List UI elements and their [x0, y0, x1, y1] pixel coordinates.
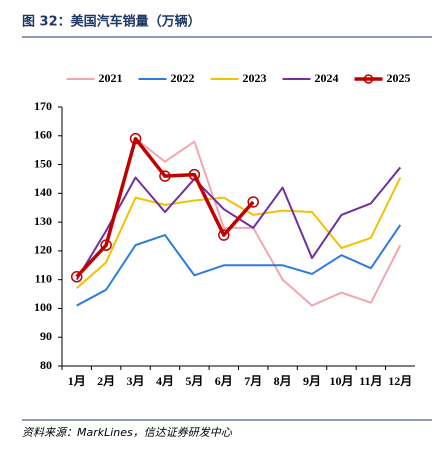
x-tick-label: 12月: [388, 374, 412, 388]
y-tick-label: 90: [40, 329, 52, 343]
point-marker: [218, 229, 230, 241]
point-marker: [70, 271, 83, 283]
x-tick-label: 11月: [359, 374, 382, 388]
legend-label: 2021: [99, 71, 123, 85]
y-tick-label: 160: [34, 128, 52, 142]
x-tick-label: 8月: [274, 374, 292, 388]
y-tick-label: 140: [34, 185, 52, 199]
legend-label: 2023: [243, 71, 267, 85]
legend-label: 2022: [171, 71, 195, 85]
point-marker: [100, 239, 112, 251]
x-tick-label: 5月: [185, 374, 203, 388]
legend-marker: [363, 74, 374, 84]
y-tick-label: 80: [40, 358, 52, 372]
series-line: [75, 136, 255, 278]
legend-label: 2025: [387, 71, 411, 85]
legend-label: 2024: [315, 71, 339, 85]
series-line: [76, 177, 402, 290]
source: 资料来源：MarkLines，信达证券研发中心: [22, 426, 233, 439]
x-tick-label: 7月: [244, 374, 262, 388]
x-tick-label: 2月: [97, 374, 115, 388]
y-tick-label: 150: [34, 156, 52, 170]
x-tick-label: 4月: [156, 374, 174, 388]
x-tick-label: 9月: [303, 374, 321, 388]
point-marker: [247, 196, 259, 208]
x-tick-label: 1月: [68, 374, 86, 388]
point-marker: [129, 132, 142, 145]
y-tick-label: 120: [34, 243, 52, 257]
y-tick-label: 110: [35, 271, 52, 285]
y-tick-label: 100: [34, 300, 52, 314]
y-tick-label: 130: [34, 214, 52, 228]
x-tick-label: 3月: [127, 374, 145, 388]
series-line: [76, 224, 402, 307]
chart-title: 图 32：美国汽车销量（万辆）: [22, 14, 201, 30]
x-tick-label: 6月: [215, 374, 233, 388]
point-marker: [159, 170, 171, 182]
series-line: [75, 166, 402, 281]
x-tick-label: 10月: [329, 374, 353, 388]
point-marker: [188, 168, 201, 181]
y-tick-label: 170: [34, 99, 52, 113]
